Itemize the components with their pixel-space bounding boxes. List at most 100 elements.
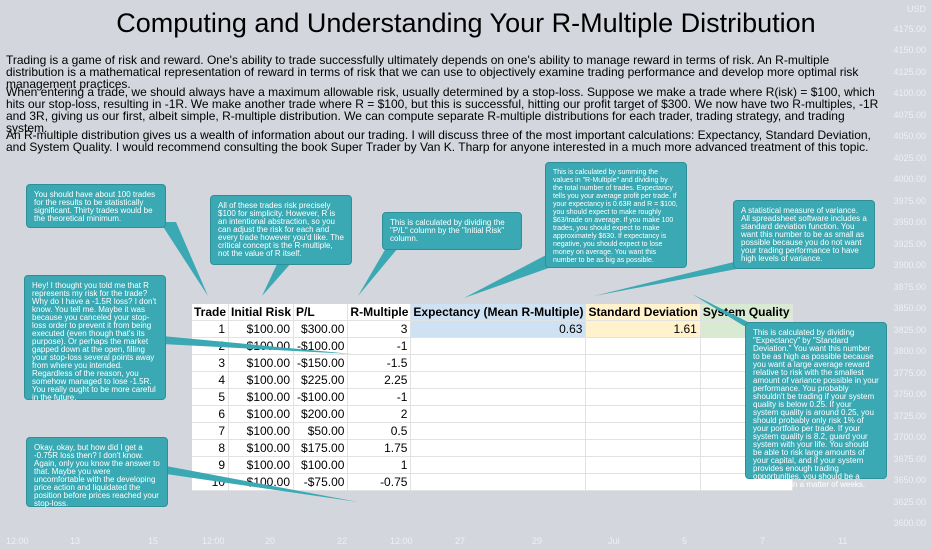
pointer-system-quality — [692, 294, 756, 326]
cell — [410, 371, 587, 389]
header-standard-deviation: Standard Deviation — [585, 304, 701, 321]
table-row: 3 $100.00 -$150.00 -1.5 — [192, 354, 793, 372]
cell: 1 — [192, 320, 230, 338]
price-tick: 3775.00 — [893, 368, 926, 378]
time-tick: 29 — [532, 536, 543, 546]
table-header-row: Trade Initial Risk P/L R-Multiple Expect… — [192, 304, 793, 321]
price-tick: 3875.00 — [893, 282, 926, 292]
cell: -$100.00 — [293, 337, 349, 355]
callout-expectancy: This is calculated by summing the values… — [545, 162, 687, 268]
cell: 3 — [192, 354, 230, 372]
time-tick: Jul — [608, 536, 620, 546]
callout-r-multiple: This is calculated by dividing the "P/L"… — [382, 212, 522, 250]
price-tick: 3625.00 — [893, 497, 926, 507]
cell: -1 — [347, 337, 412, 355]
callout-system-quality: This is calculated by dividing "Expectan… — [745, 322, 887, 489]
table-row: 6 $100.00 $200.00 2 — [192, 405, 793, 423]
cell — [585, 439, 701, 457]
table-row: 4 $100.00 $225.00 2.25 — [192, 371, 793, 389]
stop-loss-paragraph: When entering a trade, we should always … — [6, 85, 879, 135]
price-tick: 3975.00 — [893, 196, 926, 206]
expectancy-value: 0.63 — [410, 320, 587, 338]
table-row: 10 $100.00 -$75.00 -0.75 — [192, 473, 793, 491]
time-tick: 7 — [760, 536, 766, 546]
cell: -$150.00 — [293, 354, 349, 372]
cell: 7 — [192, 422, 230, 440]
cell: $175.00 — [293, 439, 349, 457]
cell: $100.00 — [228, 422, 295, 440]
cell: 6 — [192, 405, 230, 423]
price-tick: 3900.00 — [893, 260, 926, 270]
cell — [410, 405, 587, 423]
price-tick: 4075.00 — [893, 110, 926, 120]
standard-deviation-value: 1.61 — [585, 320, 701, 338]
intro-paragraph: Trading is a game of risk and reward. On… — [6, 53, 859, 91]
time-tick: 12:00 — [390, 536, 413, 546]
cell — [585, 473, 701, 491]
header-r-multiple: R-Multiple — [347, 304, 412, 321]
cell: 3 — [347, 320, 412, 338]
cell: $100.00 — [228, 405, 295, 423]
price-tick: 3800.00 — [893, 346, 926, 356]
cell: 5 — [192, 388, 230, 406]
price-tick: 4050.00 — [893, 131, 926, 141]
time-tick: 11 — [838, 536, 848, 546]
table-row: 9 $100.00 $100.00 1 — [192, 456, 793, 474]
table-row: 7 $100.00 $50.00 0.5 — [192, 422, 793, 440]
cell: 0.5 — [347, 422, 412, 440]
cell — [585, 422, 701, 440]
table-row: 5 $100.00 -$100.00 -1 — [192, 388, 793, 406]
cell: 9 — [192, 456, 230, 474]
header-pl: P/L — [293, 304, 349, 321]
price-tick: 3850.00 — [893, 303, 926, 313]
callout-loss-15: Hey! I thought you told me that R repres… — [24, 275, 166, 402]
header-system-quality: System Quality — [700, 304, 793, 321]
cell — [410, 354, 587, 372]
time-tick: 12:00 — [6, 536, 29, 546]
header-initial-risk: Initial Risk — [228, 304, 295, 321]
cell: 1 — [347, 456, 412, 474]
cell — [585, 354, 701, 372]
time-tick: 15 — [148, 536, 159, 546]
time-tick: 27 — [455, 536, 466, 546]
cell — [410, 439, 587, 457]
cell: $225.00 — [293, 371, 349, 389]
cell — [410, 473, 587, 491]
cell: 1.75 — [347, 439, 412, 457]
time-tick: 13 — [70, 536, 81, 546]
cell — [585, 388, 701, 406]
callout-loss-075: Okay, okay, but how did I get a -0.75R l… — [26, 437, 168, 508]
cell: $100.00 — [228, 439, 295, 457]
cell: $100.00 — [228, 388, 295, 406]
cell: $100.00 — [228, 371, 295, 389]
price-tick: 4125.00 — [893, 67, 926, 77]
cell: 2.25 — [347, 371, 412, 389]
time-tick: 22 — [337, 536, 348, 546]
cell: $100.00 — [228, 320, 295, 338]
pointer-expectancy — [464, 254, 560, 298]
pointer-r-multiple — [358, 248, 398, 296]
table-row: 1$100.00$300.003 0.631.610.39 — [192, 320, 793, 338]
cell — [410, 422, 587, 440]
pointer-trades-count — [160, 222, 208, 296]
header-expectancy: Expectancy (Mean R-Multiple) — [410, 304, 587, 321]
cell: 2 — [347, 405, 412, 423]
cell: -$100.00 — [293, 388, 349, 406]
cell: $200.00 — [293, 405, 349, 423]
cell: 8 — [192, 439, 230, 457]
price-tick: USD — [906, 4, 926, 14]
cell — [585, 371, 701, 389]
page-title: Computing and Understanding Your R-Multi… — [116, 8, 816, 38]
cell: -1.5 — [347, 354, 412, 372]
price-tick: 3925.00 — [893, 239, 926, 249]
header-trade: Trade — [192, 304, 230, 321]
cell — [410, 456, 587, 474]
pointer-loss-075 — [166, 466, 358, 502]
cell: $50.00 — [293, 422, 349, 440]
pointer-loss-15 — [162, 336, 352, 354]
price-tick: 4100.00 — [893, 88, 926, 98]
pointer-std-dev — [594, 262, 742, 296]
pointer-risk-note — [262, 262, 292, 296]
time-tick: 12:00 — [202, 536, 225, 546]
